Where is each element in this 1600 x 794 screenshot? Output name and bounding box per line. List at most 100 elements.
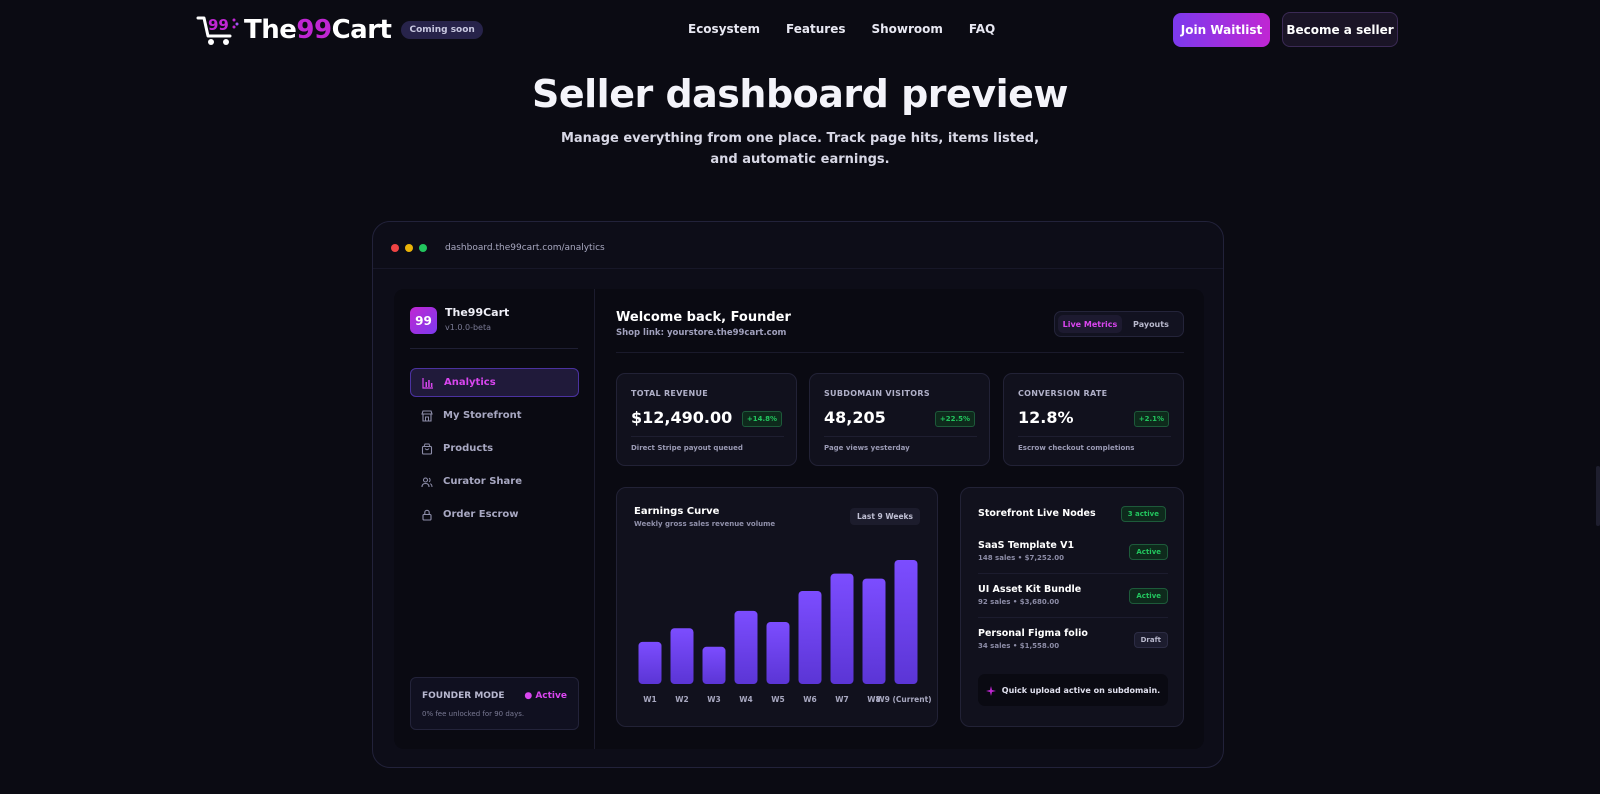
hero-title: Seller dashboard preview: [532, 72, 1068, 116]
stat-note: Direct Stripe payout queued: [631, 444, 743, 452]
sidebar-item-storefront[interactable]: My Storefront: [410, 401, 579, 430]
stat-note: Escrow checkout completions: [1018, 444, 1135, 452]
nodes-count-badge: 3 active: [1120, 506, 1166, 522]
stat-divider: [631, 436, 784, 437]
sidebar-item-label: Products: [443, 443, 494, 454]
stat-label: CONVERSION RATE: [1018, 389, 1108, 398]
chart-title: Earnings Curve: [634, 506, 720, 517]
welcome-heading: Welcome back, Founder: [616, 310, 791, 325]
join-waitlist-button[interactable]: Join Waitlist: [1173, 13, 1270, 47]
stat-change-badge: +22.5%: [934, 411, 975, 427]
node-name: SaaS Template V1: [978, 540, 1075, 551]
status-badge: Draft: [1133, 632, 1168, 648]
node-name: Personal Figma folio: [978, 628, 1088, 639]
browser-frame: dashboard.the99cart.com/analytics 99 The…: [372, 221, 1224, 768]
node-divider: [978, 617, 1168, 618]
status-badge: Active: [1129, 588, 1168, 604]
node-name: UI Asset Kit Bundle: [978, 584, 1082, 595]
status-badge: Active: [1129, 544, 1168, 560]
store-icon: [421, 409, 433, 422]
quick-upload-banner[interactable]: Quick upload active on subdomain.: [978, 674, 1168, 706]
address-bar: dashboard.the99cart.com/analytics: [445, 243, 605, 253]
logo-wordmark: The99Cart: [244, 15, 392, 45]
sidebar-divider: [410, 348, 578, 349]
chart-bar-1[interactable]: [638, 641, 662, 684]
chart-bar-5[interactable]: [766, 622, 790, 684]
sidebar-item-curator-share[interactable]: Curator Share: [410, 467, 579, 496]
lock-icon: [421, 509, 433, 521]
nav-link-faq[interactable]: FAQ: [968, 22, 996, 36]
chart-bar-3[interactable]: [702, 646, 726, 684]
stat-card-revenue: TOTAL REVENUE $12,490.00 +14.8% Direct S…: [616, 373, 797, 466]
window-controls: [391, 244, 427, 252]
stat-value: 12.8%: [1018, 408, 1074, 427]
view-tabs: Live Metrics Payouts: [1054, 311, 1184, 337]
become-seller-button[interactable]: Become a seller: [1282, 12, 1398, 47]
page-scrollbar[interactable]: [1596, 466, 1600, 526]
app-version: v1.0.0-beta: [445, 323, 492, 332]
minimize-dot-icon: [405, 244, 413, 252]
hero-subtitle: Manage everything from one place. Track …: [560, 131, 1040, 167]
chart-range-selector[interactable]: Last 9 Weeks: [850, 508, 920, 525]
stat-label: TOTAL REVENUE: [631, 389, 709, 398]
sparkle-icon: [985, 681, 996, 700]
sidebar-item-label: Order Escrow: [443, 509, 519, 520]
chart-x-tick-label: W1: [643, 695, 657, 704]
quick-upload-text: Quick upload active on subdomain.: [1001, 685, 1161, 695]
chart-bar-2[interactable]: [670, 628, 694, 684]
node-meta: 34 sales • $1,558.00: [978, 642, 1060, 650]
chart-x-tick-label: W6: [803, 695, 817, 704]
stat-divider: [824, 436, 977, 437]
header-divider: [616, 352, 1184, 353]
chart-bar-8[interactable]: [862, 578, 886, 684]
list-item[interactable]: Personal Figma folio 34 sales • $1,558.0…: [978, 628, 1168, 668]
chart-x-tick-label: W9 (Current): [876, 695, 931, 704]
nav-link-ecosystem[interactable]: Ecosystem: [688, 22, 761, 36]
shop-link[interactable]: Shop link: yourstore.the99cart.com: [616, 328, 787, 338]
nav-link-showroom[interactable]: Showroom: [871, 22, 943, 36]
stat-card-visitors: SUBDOMAIN VISITORS 48,205 +22.5% Page vi…: [809, 373, 990, 466]
founder-mode-title: FOUNDER MODE: [422, 691, 505, 701]
stat-divider: [1018, 436, 1171, 437]
chart-bar-7[interactable]: [830, 573, 854, 684]
svg-text:99: 99: [208, 16, 229, 34]
chart-bar-6[interactable]: [798, 591, 822, 684]
sidebar-item-label: My Storefront: [443, 410, 522, 421]
bag-icon: [421, 443, 433, 455]
nav-link-features[interactable]: Features: [786, 22, 846, 36]
founder-mode-status: ● Active: [524, 691, 567, 701]
stat-label: SUBDOMAIN VISITORS: [824, 389, 930, 398]
earnings-chart-card: Earnings Curve Weekly gross sales revenu…: [616, 487, 938, 727]
storefront-nodes-card: Storefront Live Nodes 3 active SaaS Temp…: [960, 487, 1184, 727]
close-dot-icon: [391, 244, 399, 252]
site-logo[interactable]: 99 The99Cart Coming soon: [196, 14, 483, 46]
app-name: The99Cart: [445, 306, 510, 319]
sidebar-item-label: Curator Share: [443, 476, 522, 487]
chart-x-tick-label: W5: [771, 695, 785, 704]
list-item[interactable]: UI Asset Kit Bundle 92 sales • $3,680.00…: [978, 584, 1168, 624]
tab-live-metrics[interactable]: Live Metrics: [1058, 315, 1122, 333]
coming-soon-badge: Coming soon: [401, 21, 483, 39]
sidebar: 99 The99Cart v1.0.0-beta Analytics My St…: [394, 289, 595, 749]
stat-value: $12,490.00: [631, 408, 733, 427]
dashboard-app: 99 The99Cart v1.0.0-beta Analytics My St…: [394, 289, 1204, 749]
node-meta: 148 sales • $7,252.00: [978, 554, 1065, 562]
cart-logo-icon: 99: [196, 14, 240, 46]
tab-payouts[interactable]: Payouts: [1133, 319, 1169, 329]
sidebar-item-order-escrow[interactable]: Order Escrow: [410, 500, 579, 529]
list-item[interactable]: SaaS Template V1 148 sales • $7,252.00 A…: [978, 540, 1168, 580]
chart-x-tick-label: W4: [739, 695, 753, 704]
founder-mode-note: 0% fee unlocked for 90 days.: [422, 710, 525, 718]
nodes-title: Storefront Live Nodes: [978, 508, 1096, 519]
frame-divider: [373, 268, 1223, 269]
sidebar-item-label: Analytics: [444, 377, 496, 388]
sidebar-item-products[interactable]: Products: [410, 434, 579, 463]
sidebar-item-analytics[interactable]: Analytics: [410, 368, 579, 397]
chart-bar-4[interactable]: [734, 610, 758, 684]
stat-change-badge: +14.8%: [741, 411, 782, 427]
chart-bar-9[interactable]: [894, 560, 918, 684]
stat-value: 48,205: [824, 408, 886, 427]
stat-note: Page views yesterday: [824, 444, 910, 452]
stat-change-badge: +2.1%: [1133, 411, 1169, 427]
bar-chart-icon: [422, 377, 434, 389]
